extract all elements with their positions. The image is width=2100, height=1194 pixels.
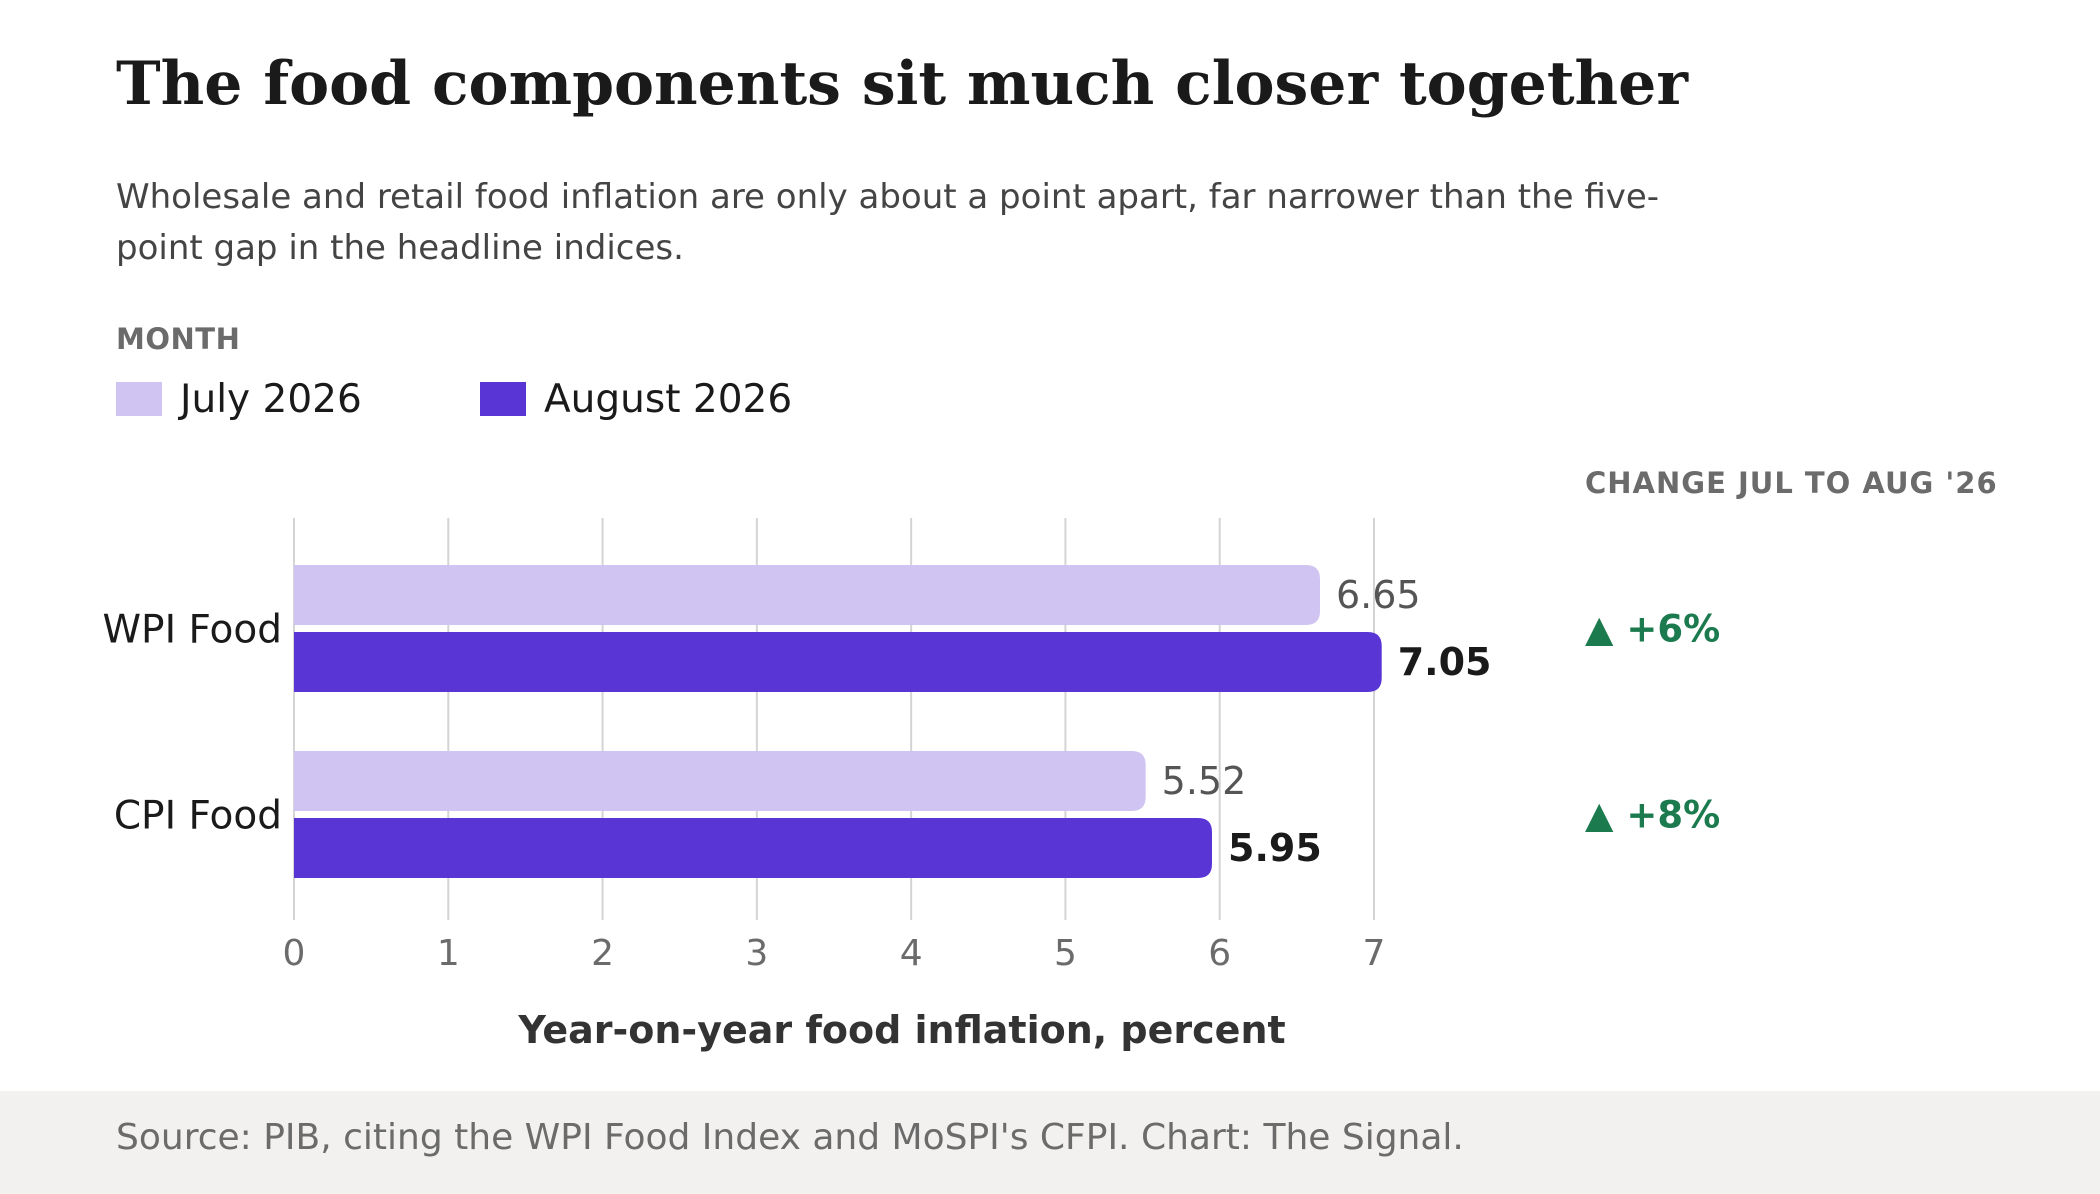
x-tick-label-3: 3 <box>745 933 768 974</box>
legend-title: MONTH <box>116 322 241 356</box>
legend-swatch-august <box>480 382 526 416</box>
chart-title: The food components sit much closer toge… <box>116 49 1688 119</box>
change-value-wpi-food: ▲ +6% <box>1585 608 1720 651</box>
value-label-cpi-food-july-2026: 5.52 <box>1162 759 1247 803</box>
value-label-wpi-food-august-2026: 7.05 <box>1398 640 1492 684</box>
source-note: Source: PIB, citing the WPI Food Index a… <box>116 1117 1464 1158</box>
value-label-cpi-food-august-2026: 5.95 <box>1228 826 1322 870</box>
value-label-wpi-food-july-2026: 6.65 <box>1336 573 1421 617</box>
legend-item-july: July 2026 <box>116 376 362 422</box>
legend-item-august: August 2026 <box>480 376 792 422</box>
x-tick-label-1: 1 <box>437 933 460 974</box>
change-value-cpi-food: ▲ +8% <box>1585 794 1720 837</box>
x-tick-label-4: 4 <box>900 933 923 974</box>
x-tick-label-0: 0 <box>283 933 306 974</box>
bar-wpi-food-august-2026 <box>294 632 1382 692</box>
category-label-cpi-food: CPI Food <box>114 794 282 839</box>
bar-cpi-food-july-2026 <box>294 751 1146 811</box>
x-tick-label-6: 6 <box>1208 933 1231 974</box>
legend-label-july: July 2026 <box>180 376 362 422</box>
bar-chart: 0 1 2 3 4 5 6 7 6.65 7.05 WPI Food ▲ +6% 5.52 5.95 CPI… <box>103 518 1720 1052</box>
change-column-header: CHANGE JUL TO AUG '26 <box>1585 466 1998 500</box>
x-axis-title: Year-on-year food inflation, percent <box>517 1008 1285 1052</box>
x-tick-label-7: 7 <box>1363 933 1386 974</box>
chart-subtitle: Wholesale and retail food inflation are … <box>116 177 1660 268</box>
x-tick-label-5: 5 <box>1054 933 1077 974</box>
x-tick-label-2: 2 <box>591 933 614 974</box>
legend-label-august: August 2026 <box>544 376 793 422</box>
source-footer: Source: PIB, citing the WPI Food Index a… <box>0 1091 2100 1194</box>
category-label-wpi-food: WPI Food <box>103 608 283 653</box>
bar-cpi-food-august-2026 <box>294 818 1212 878</box>
bar-wpi-food-july-2026 <box>294 565 1320 625</box>
legend-swatch-july <box>116 382 162 416</box>
